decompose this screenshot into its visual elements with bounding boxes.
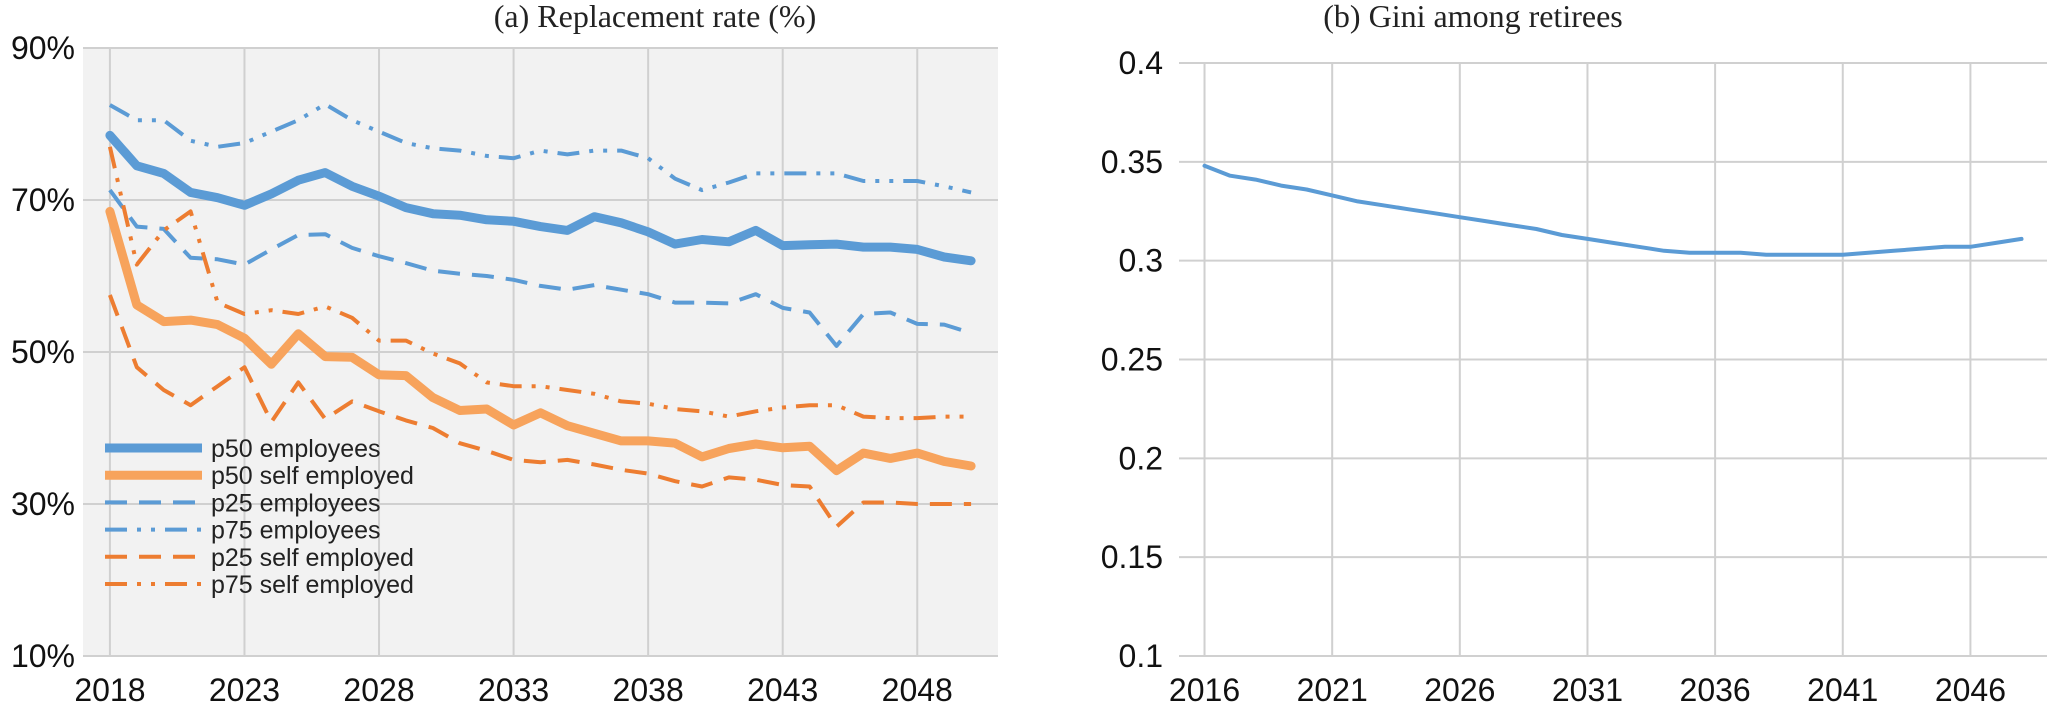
y-tick-label: 10%	[11, 638, 75, 674]
gridlines-a	[83, 47, 998, 657]
series-group-b	[1202, 163, 2024, 257]
x-tick-label: 2018	[74, 672, 145, 708]
legend-label: p50 employees	[211, 435, 381, 463]
x-tick-label: 2033	[478, 672, 549, 708]
series-line-p25-employees	[108, 188, 972, 348]
x-tick-label: 2023	[209, 672, 280, 708]
legend-label: p75 self employed	[211, 571, 414, 599]
x-tick-label: 2036	[1680, 672, 1751, 708]
series-line-p25-self-employed	[108, 294, 972, 529]
y-tick-label: 0.4	[1119, 45, 1163, 81]
series-line-gini	[1202, 163, 2024, 257]
tick-labels-b: 0.1 0.15 0.2 0.25 0.3 0.35 0.4 2016 2021 2026 2031…	[1101, 45, 2006, 708]
y-tick-label: 50%	[11, 334, 75, 370]
chart-title-b: (b) Gini among retirees	[1323, 0, 1622, 34]
x-tick-label: 2021	[1297, 672, 1368, 708]
x-tick-label: 2038	[613, 672, 684, 708]
y-tick-label: 0.2	[1119, 440, 1163, 476]
y-tick-label: 0.3	[1119, 243, 1163, 279]
y-tick-label: 0.15	[1101, 539, 1163, 575]
gridlines-b	[1179, 62, 2047, 657]
series-line-p50-employees	[105, 130, 976, 266]
y-tick-label: 0.35	[1101, 144, 1163, 180]
x-tick-label: 2016	[1169, 672, 1240, 708]
series-line-p50-self-employed	[105, 206, 976, 476]
y-tick-label: 90%	[11, 30, 75, 66]
x-tick-label: 2031	[1552, 672, 1623, 708]
x-tick-label: 2041	[1807, 672, 1878, 708]
x-tick-label: 2048	[882, 672, 953, 708]
legend-label: p25 self employed	[211, 544, 414, 572]
y-tick-label: 0.25	[1101, 342, 1163, 378]
chart-title-a: (a) Replacement rate (%)	[494, 0, 816, 34]
panel-replacement-rate: 10% 30% 50% 70% 90% 2018 2023 2028 2033 2038 2043 2…	[11, 0, 998, 708]
tick-labels-a: 10% 30% 50% 70% 90% 2018 2023 2028 2033 2038 2043 2…	[11, 30, 953, 708]
x-tick-label: 2043	[747, 672, 818, 708]
x-tick-label: 2028	[343, 672, 414, 708]
panel-gini: 0.1 0.15 0.2 0.25 0.3 0.35 0.4 2016 2021 2026 2031…	[1101, 0, 2047, 708]
legend-label: p50 self employed	[211, 462, 414, 490]
x-tick-label: 2026	[1424, 672, 1495, 708]
y-tick-label: 70%	[11, 182, 75, 218]
y-tick-label: 30%	[11, 486, 75, 522]
series-group-a	[105, 102, 976, 529]
legend-label: p25 employees	[211, 489, 381, 517]
x-tick-label: 2046	[1935, 672, 2006, 708]
legend-label: p75 employees	[211, 517, 381, 545]
y-tick-label: 0.1	[1119, 638, 1163, 674]
